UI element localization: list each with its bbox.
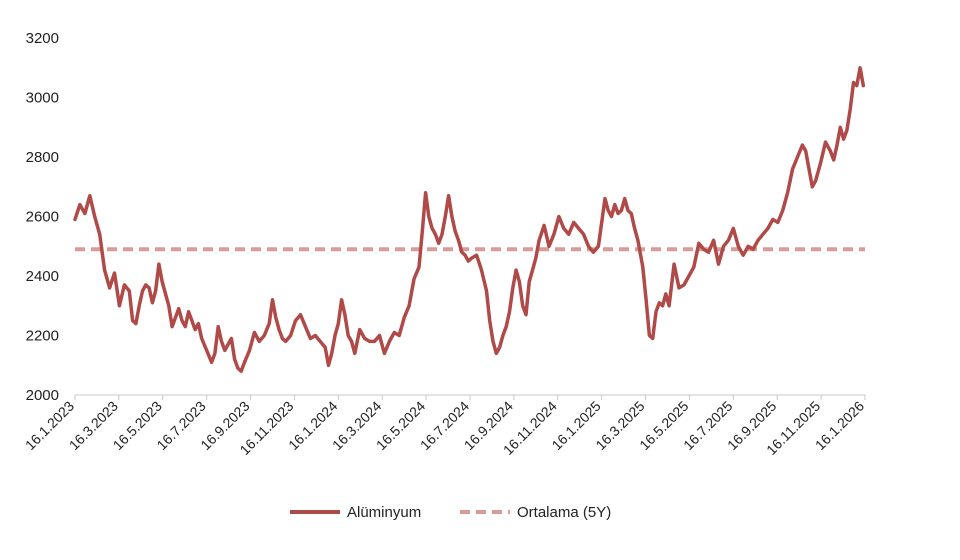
y-axis-tick-labels: 2000 2200 2400 2600 2800 3000 3200 <box>26 30 59 404</box>
legend-label-ortalama: Ortalama (5Y) <box>517 504 611 521</box>
y-tick-label: 2800 <box>26 149 59 166</box>
x-axis-ticks: 16.1.202316.3.202316.5.202316.7.202316.9… <box>22 395 867 458</box>
y-tick-label: 2200 <box>26 328 59 345</box>
legend: Alüminyum Ortalama (5Y) <box>290 504 611 521</box>
series-line-aluminyum <box>73 66 866 373</box>
series-layer <box>73 66 866 373</box>
y-tick-label: 2600 <box>26 209 59 226</box>
y-tick-label: 2000 <box>26 387 59 404</box>
y-tick-label: 2400 <box>26 268 59 285</box>
legend-label-aluminyum: Alüminyum <box>347 504 421 521</box>
y-tick-label: 3000 <box>26 90 59 107</box>
y-tick-label: 3200 <box>26 30 59 47</box>
